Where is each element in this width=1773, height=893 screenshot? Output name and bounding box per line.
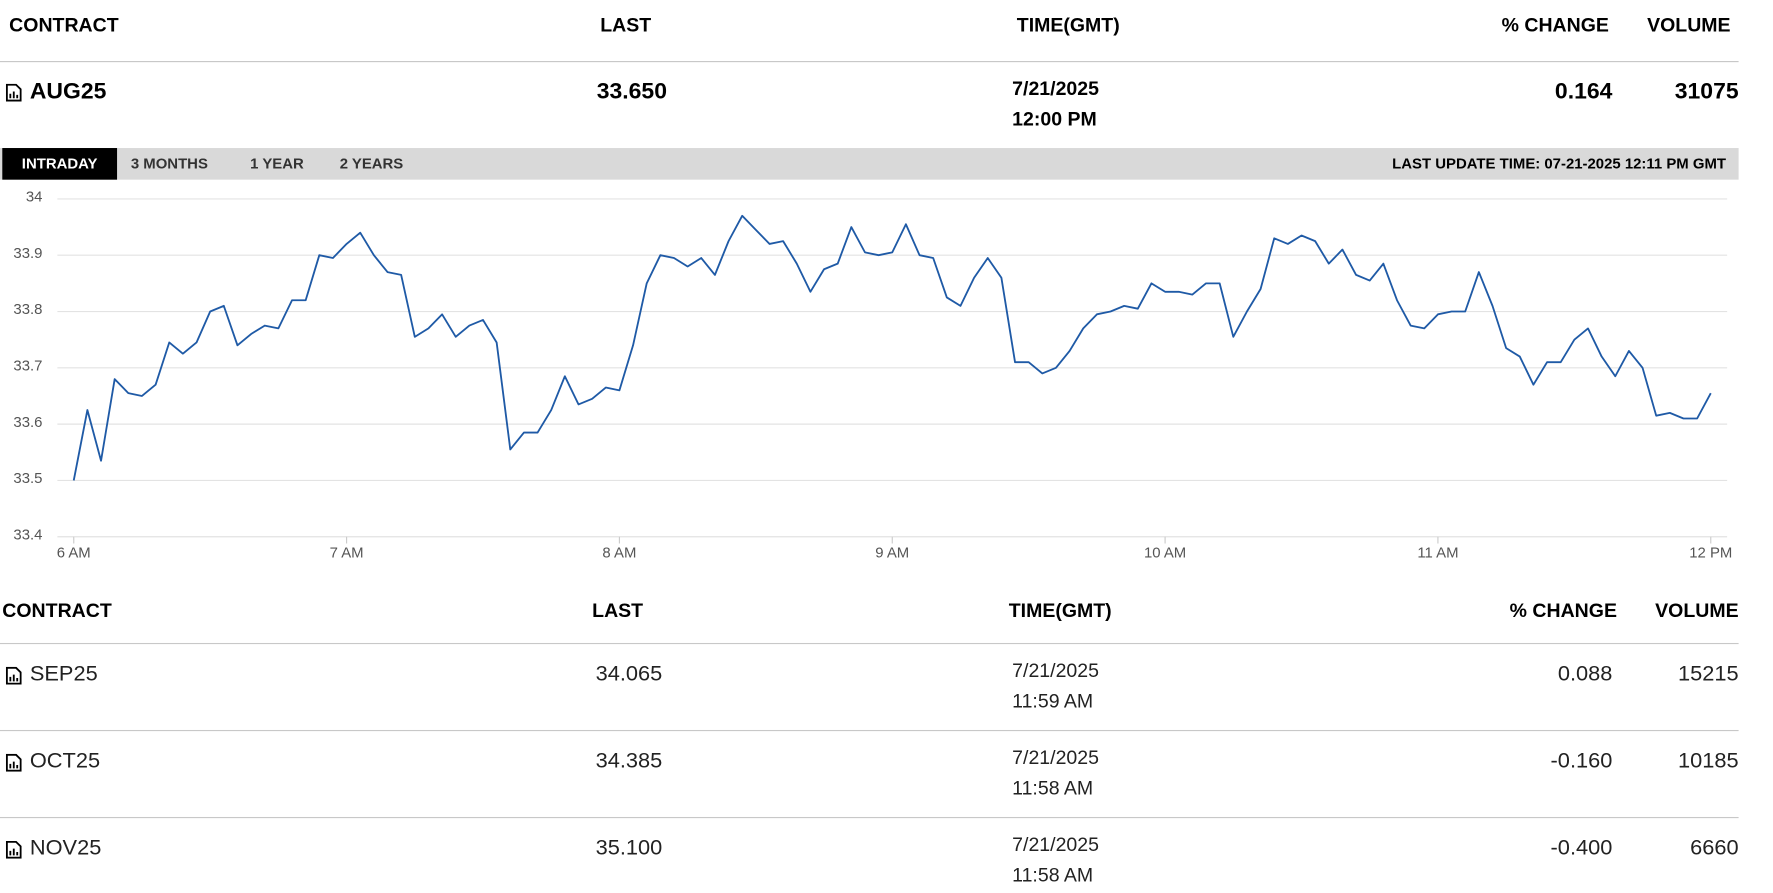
volume: 15215: [1677, 662, 1739, 686]
divider: [0, 61, 1739, 63]
chart-icon[interactable]: [5, 840, 22, 859]
column-header: CONTRACT: [9, 14, 119, 37]
x-tick-label: 9 AM: [875, 546, 909, 562]
x-tick-label: 10 AM: [1144, 546, 1186, 562]
tab[interactable]: 3 MONTHS: [130, 154, 208, 172]
last: 34.385: [595, 749, 663, 773]
chart-icon[interactable]: [5, 83, 22, 102]
change: 0.164: [1554, 79, 1613, 104]
chart-icon[interactable]: [5, 666, 22, 685]
tab[interactable]: INTRADAY: [2, 148, 118, 180]
change: 0.088: [1557, 662, 1613, 686]
y-tick-label: 33.9: [13, 246, 42, 262]
date: 7/21/2025: [1012, 77, 1099, 100]
tab[interactable]: 1 YEAR: [250, 154, 304, 172]
date: 7/21/2025: [1012, 746, 1099, 769]
x-tick-label: 7 AM: [330, 546, 364, 562]
x-tick-label: 8 AM: [602, 546, 636, 562]
column-header: VOLUME: [1655, 600, 1739, 622]
time: 11:58 AM: [1012, 864, 1094, 886]
x-tick-label: 6 AM: [57, 546, 91, 562]
tab[interactable]: 2 YEARS: [339, 154, 404, 172]
time: 11:59 AM: [1012, 690, 1094, 712]
volume: 31075: [1674, 79, 1739, 104]
contract[interactable]: NOV25: [29, 836, 102, 860]
y-tick-label: 33.8: [13, 302, 42, 318]
date: 7/21/2025: [1012, 659, 1099, 682]
last-update: LAST UPDATE TIME: 07-21-2025 12:11 PM GM…: [1392, 154, 1726, 172]
divider: [0, 642, 1739, 645]
chart: 33.4 33.5 33.6 33.7 33.8 33.9 34 6 AM 7 AM 8 AM 9 …: [13, 190, 1732, 562]
volume: 10185: [1677, 749, 1739, 773]
column-header: LAST: [600, 14, 652, 37]
change: -0.160: [1550, 749, 1613, 773]
column-header: TIME(GMT): [1008, 600, 1112, 622]
change: -0.400: [1550, 836, 1613, 860]
x-tick-label: 12 PM: [1689, 546, 1732, 562]
last: 35.100: [595, 836, 663, 860]
column-header: LAST: [592, 600, 644, 622]
contract[interactable]: OCT25: [29, 749, 101, 773]
y-tick-label: 33.7: [13, 359, 42, 375]
last: 33.650: [596, 79, 667, 104]
tab-bar: INTRADAY 3 MONTHS 1 YEAR 2 YEARS LAST UP…: [0, 148, 1739, 180]
y-tick-label: 34: [26, 190, 43, 206]
x-tick-label: 11 AM: [1417, 546, 1458, 562]
price-line: [72, 214, 1712, 481]
divider: [0, 729, 1739, 732]
contract[interactable]: AUG25: [29, 79, 107, 104]
contract[interactable]: SEP25: [29, 662, 98, 686]
y-tick-label: 33.4: [13, 528, 42, 544]
y-tick-label: 33.5: [13, 471, 42, 487]
column-header: VOLUME: [1647, 14, 1731, 37]
column-header: TIME(GMT): [1016, 14, 1120, 37]
last: 34.065: [595, 662, 663, 686]
y-tick-label: 33.6: [13, 415, 42, 431]
column-header: % CHANGE: [1509, 600, 1617, 622]
column-header: CONTRACT: [2, 600, 112, 622]
date: 7/21/2025: [1012, 833, 1099, 856]
volume: 6660: [1690, 836, 1739, 860]
time: 12:00 PM: [1012, 108, 1097, 130]
divider: [0, 816, 1739, 819]
time: 11:58 AM: [1012, 777, 1094, 799]
chart-icon[interactable]: [5, 753, 22, 772]
column-header: % CHANGE: [1501, 14, 1609, 37]
